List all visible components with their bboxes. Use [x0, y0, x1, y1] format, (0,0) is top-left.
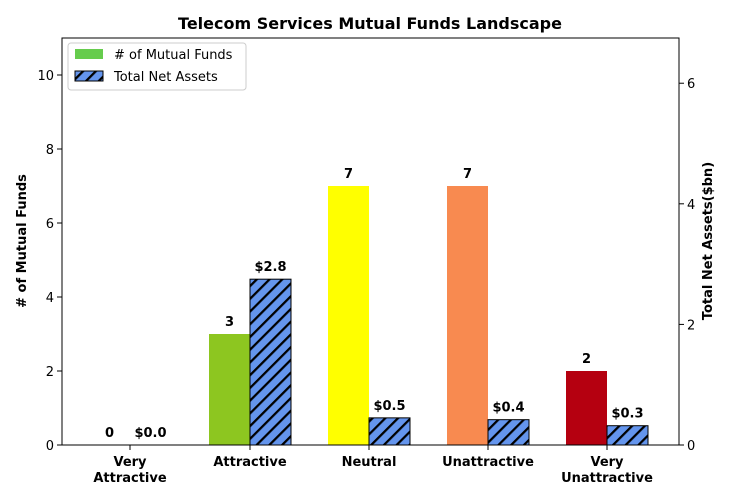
data-label-assets: $0.0 [134, 426, 166, 441]
x-tick-label: Very [590, 455, 624, 470]
bar-funds [566, 371, 607, 445]
bar-assets [487, 419, 530, 446]
data-label-assets: $0.3 [611, 407, 643, 422]
bar-assets [249, 278, 292, 446]
x-tick-label: Unattractive [561, 471, 653, 486]
y-axis-label-left: # of Mutual Funds [15, 174, 30, 308]
y-tick-label-left: 10 [37, 69, 54, 84]
y-tick-label-right: 2 [687, 318, 695, 333]
data-label-funds: 7 [344, 167, 353, 182]
bar-funds [328, 186, 369, 445]
right-axis: 0 2 4 6 [679, 77, 695, 454]
x-tick-label: Neutral [342, 455, 397, 470]
bar-assets [368, 417, 411, 446]
data-label-funds: 3 [225, 315, 234, 330]
legend-box [67, 42, 247, 91]
y-tick-label-right: 4 [687, 198, 695, 213]
y-tick-label-left: 0 [46, 439, 54, 454]
data-label-funds: 0 [105, 426, 114, 441]
legend-swatch-funds [75, 49, 103, 59]
legend-label-funds: # of Mutual Funds [114, 48, 233, 63]
legend-label-assets: Total Net Assets [113, 70, 218, 85]
data-label-assets: $0.4 [492, 401, 524, 416]
x-tick-label: Unattractive [442, 455, 534, 470]
bar-assets [606, 425, 649, 446]
y-tick-label-right: 0 [687, 439, 695, 454]
y-tick-label-left: 8 [46, 143, 54, 158]
plot-area-frame [61, 37, 680, 446]
y-tick-label-left: 6 [46, 217, 54, 232]
y-axis-label-right: Total Net Assets($bn) [701, 162, 716, 320]
y-tick-label-right: 6 [687, 77, 695, 92]
y-tick-label-left: 2 [46, 365, 54, 380]
data-label-assets: $0.5 [373, 399, 405, 414]
x-tick-label: Very [113, 455, 147, 470]
x-tick-label: Attractive [93, 471, 167, 486]
data-labels-group: 0 $0.0 3 $2.8 7 $0.5 7 $0.4 2 $0.3 [105, 167, 644, 441]
legend-swatch-assets [74, 70, 104, 82]
data-label-assets: $2.8 [254, 260, 286, 275]
x-tick-label: Attractive [213, 455, 287, 470]
chart-title: Telecom Services Mutual Funds Landscape [178, 14, 562, 33]
data-label-funds: 2 [582, 352, 591, 367]
bars-group [209, 186, 649, 446]
bar-funds [209, 334, 250, 445]
y-tick-label-left: 4 [46, 291, 54, 306]
data-label-funds: 7 [463, 167, 472, 182]
left-axis: 0 2 4 6 8 10 [37, 69, 62, 454]
legend: # of Mutual Funds Total Net Assets [67, 42, 247, 91]
bar-funds [447, 186, 488, 445]
